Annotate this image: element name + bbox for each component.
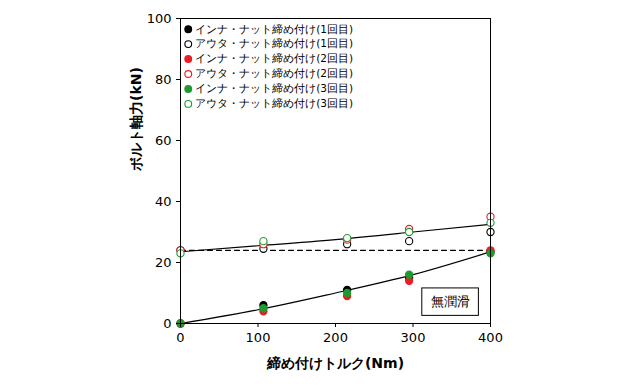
svg-text:0: 0 (176, 330, 184, 345)
svg-text:0: 0 (163, 316, 171, 331)
svg-text:アウタ・ナット締め付け(3回目): アウタ・ナット締め付け(3回目) (195, 97, 353, 110)
svg-text:無潤滑: 無潤滑 (431, 294, 470, 309)
svg-text:100: 100 (147, 11, 172, 26)
svg-text:100: 100 (246, 330, 271, 345)
svg-text:ボルト軸力(kN): ボルト軸力(kN) (128, 67, 144, 172)
svg-text:インナ・ナット締め付け(1回目): インナ・ナット締め付け(1回目) (195, 23, 353, 36)
svg-text:インナ・ナット締め付け(2回目): インナ・ナット締め付け(2回目) (195, 52, 353, 65)
svg-text:締め付けトルク(Nm): 締め付けトルク(Nm) (266, 355, 404, 371)
svg-text:20: 20 (155, 255, 172, 270)
svg-text:60: 60 (155, 133, 172, 148)
svg-text:400: 400 (478, 330, 503, 345)
svg-text:200: 200 (323, 330, 348, 345)
svg-text:300: 300 (401, 330, 426, 345)
svg-text:40: 40 (155, 194, 172, 209)
svg-text:アウタ・ナット締め付け(2回目): アウタ・ナット締め付け(2回目) (195, 67, 353, 80)
svg-text:アウタ・ナット締め付け(1回目): アウタ・ナット締め付け(1回目) (195, 37, 353, 50)
svg-text:80: 80 (155, 72, 172, 87)
svg-text:インナ・ナット締め付け(3回目): インナ・ナット締め付け(3回目) (195, 82, 353, 95)
